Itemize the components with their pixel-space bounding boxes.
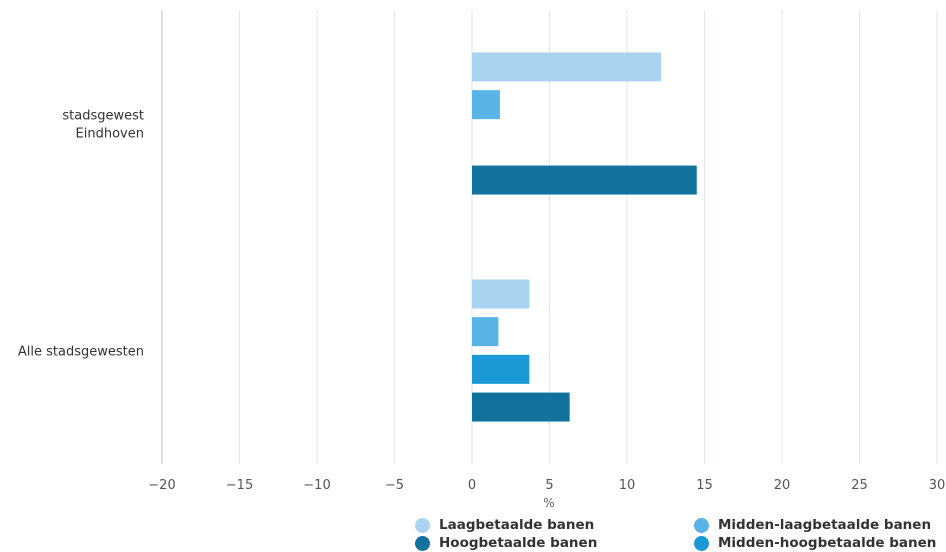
legend: Laagbetaalde banen Midden-laagbetaalde b… [415, 516, 946, 552]
x-tick-label: 25 [851, 478, 868, 493]
bar [472, 317, 499, 347]
x-tick-label: −20 [148, 478, 175, 493]
x-tick-labels: −20 −15 −10 −5 0 5 10 15 20 25 30 [148, 478, 945, 493]
category-label-line: Eindhoven [76, 127, 144, 142]
x-tick-label: −10 [303, 478, 330, 493]
x-tick-label: 5 [545, 478, 553, 493]
legend-label-midden-laagbetaalde: Midden-laagbetaalde banen [718, 517, 932, 533]
category-label: stadsgewest Eindhoven [62, 109, 144, 142]
legend-swatch-hoogbetaalde [415, 535, 430, 551]
bar [472, 52, 662, 82]
bars [472, 52, 697, 422]
category-label: Alle stadsgewesten [18, 345, 144, 360]
category-label-line: stadsgewest [62, 109, 144, 124]
x-tick-label: 10 [619, 478, 636, 493]
gridlines [239, 10, 938, 464]
x-tick-label: 30 [929, 478, 946, 493]
legend-item-hoogbetaalde[interactable]: Hoogbetaalde banen [415, 534, 597, 552]
bar [472, 90, 500, 120]
legend-item-laagbetaalde[interactable]: Laagbetaalde banen [415, 516, 594, 534]
x-axis-title: % [543, 496, 554, 510]
bar [472, 392, 570, 422]
legend-label-midden-hoogbetaalde: Midden-hoogbetaalde banen [718, 535, 937, 551]
x-tick-label: −5 [385, 478, 404, 493]
category-label-line: Alle stadsgewesten [18, 345, 144, 360]
bar [472, 354, 530, 384]
legend-item-midden-hoogbetaalde[interactable]: Midden-hoogbetaalde banen [694, 534, 936, 552]
bar-chart: −20 −15 −10 −5 0 5 10 15 20 25 30 stadsgewest Eindh… [18, 10, 945, 510]
x-tick-label: 20 [774, 478, 791, 493]
legend-swatch-midden-hoogbetaalde [694, 535, 709, 551]
bar [472, 165, 697, 195]
x-tick-label: −15 [226, 478, 253, 493]
x-tick-label: 0 [468, 478, 476, 493]
category-labels: stadsgewest Eindhoven Alle stadsgewesten [18, 109, 144, 360]
legend-swatch-laagbetaalde [415, 517, 430, 533]
legend-swatch-midden-laagbetaalde [694, 517, 709, 533]
legend-label-laagbetaalde: Laagbetaalde banen [439, 517, 595, 533]
legend-label-hoogbetaalde: Hoogbetaalde banen [439, 535, 598, 551]
bar [472, 279, 530, 309]
legend-item-midden-laagbetaalde[interactable]: Midden-laagbetaalde banen [694, 516, 931, 534]
x-tick-label: 15 [696, 478, 713, 493]
